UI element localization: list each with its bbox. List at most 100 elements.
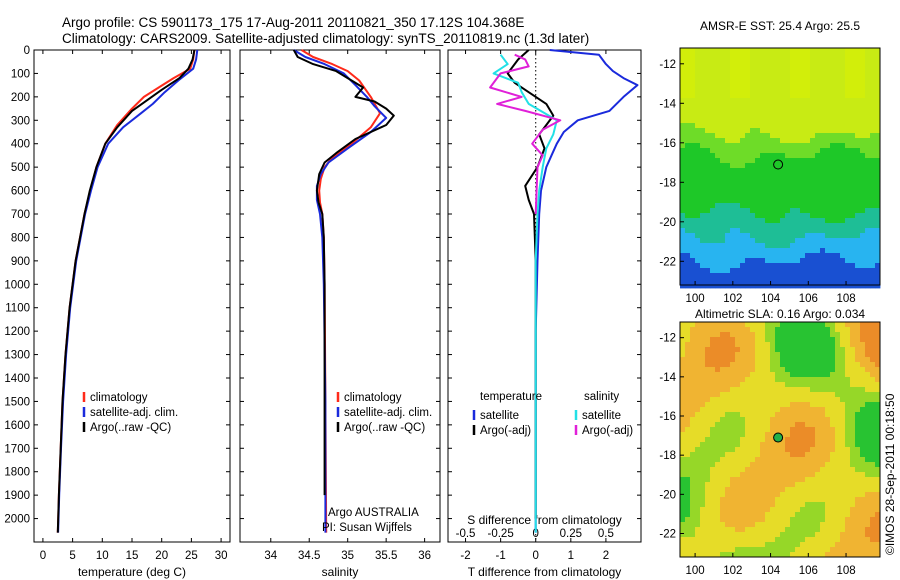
map-cell [690,362,696,368]
map-cell [825,372,831,378]
map-cell [715,532,721,538]
map-cell [780,63,786,69]
map-cell [855,78,861,84]
map-cell [860,113,866,119]
map-cell [805,103,811,109]
map-cell [700,467,706,473]
map-cell [840,507,846,513]
map-cell [775,327,781,333]
map-cell [790,472,796,478]
map-cell [835,283,841,289]
map-cell [870,472,876,478]
map-cell [805,88,811,94]
map-cell [760,412,766,418]
map-cell [700,357,706,363]
map-cell [830,68,836,74]
map-cell [775,322,781,328]
map-cell [795,203,801,209]
map-cell [765,268,771,274]
map-cell [825,168,831,174]
map-cell [685,183,691,189]
map-cell [840,552,846,558]
map-cell [795,517,801,523]
map-cell [730,462,736,468]
map-cell [725,522,731,528]
map-cell [820,73,826,79]
map-cell [710,397,716,403]
map-cell [680,258,686,264]
map-cell [695,273,701,279]
map-cell [850,552,856,558]
map-cell [760,58,766,64]
map-cell [800,243,806,249]
map-cell [720,457,726,463]
map-cell [695,258,701,264]
map-cell [780,537,786,543]
map-cell [685,138,691,144]
map-cell [685,442,691,448]
map-cell [845,198,851,204]
map-cell [850,402,856,408]
map-cell [865,118,871,124]
map-cell [695,218,701,224]
map-cell [865,327,871,333]
map-cell [850,417,856,423]
x-tick-label: 0 [533,550,539,562]
map-cell [830,487,836,493]
map-cell [805,407,811,413]
map-cell [795,48,801,54]
map-cell [780,517,786,523]
map-cell [820,357,826,363]
y-tick-label: 700 [11,209,30,221]
map-cell [790,437,796,443]
map-cell [715,88,721,94]
map-cell [865,452,871,458]
map-cell [845,552,851,558]
map-cell [835,253,841,259]
map-cell [740,268,746,274]
map-cell [820,437,826,443]
map-cell [735,372,741,378]
map-cell [685,123,691,129]
map-cell [760,477,766,483]
map-cell [720,412,726,418]
map-cell [780,253,786,259]
map-cell [685,128,691,134]
map-cell [835,367,841,373]
map-cell [785,103,791,109]
map-cell [830,98,836,104]
argo-position-marker [773,432,784,443]
map-cell [780,233,786,239]
map-cell [840,108,846,114]
map-cell [840,522,846,528]
map-cell [860,462,866,468]
map-cell [835,457,841,463]
map-cell [835,108,841,114]
map-cell [875,447,881,453]
map-cell [710,153,716,159]
map-cell [735,128,741,134]
map-cell [795,93,801,99]
map-cell [740,462,746,468]
map-cell [870,58,876,64]
map-cell [780,118,786,124]
map-cell [845,243,851,249]
map-cell [805,457,811,463]
map-cell [775,507,781,513]
map-cell [700,417,706,423]
y-tick-label: 0 [24,45,30,57]
map-cell [815,248,821,254]
map-cell [815,452,821,458]
map-cell [725,213,731,219]
map-cell [685,168,691,174]
map-cell [780,273,786,279]
map-cell [870,412,876,418]
map-cell [725,148,731,154]
map-cell [775,123,781,129]
map-cell [700,527,706,533]
map-cell [685,532,691,538]
map-cell [835,322,841,328]
map-cell [865,447,871,453]
map-cell [820,68,826,74]
map-cell [840,527,846,533]
